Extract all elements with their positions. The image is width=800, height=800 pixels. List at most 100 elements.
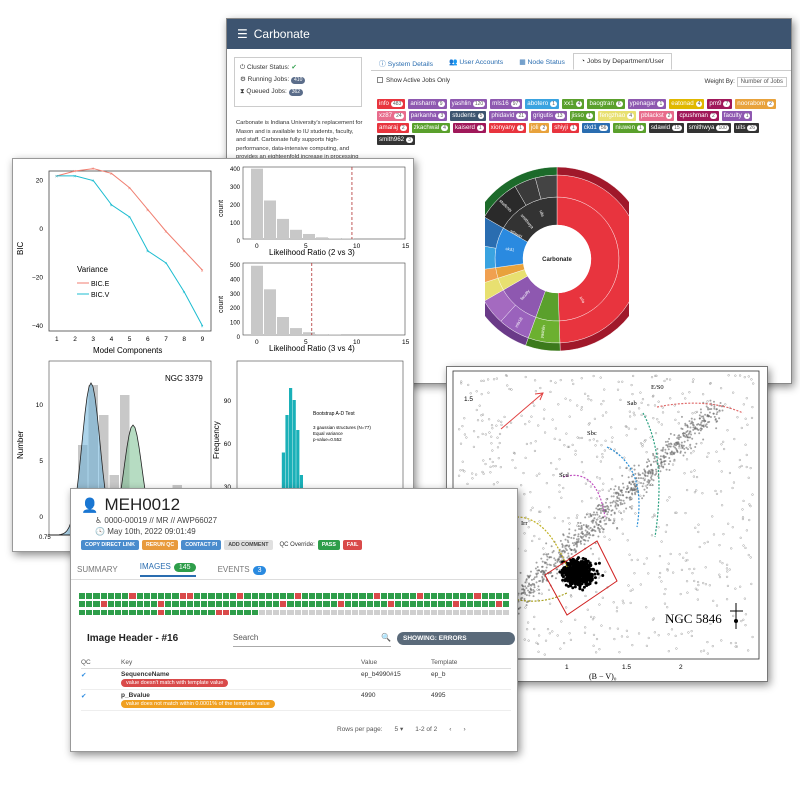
image-status-cell[interactable] bbox=[373, 593, 380, 599]
user-tag[interactable]: ypenagar 1 bbox=[627, 99, 667, 109]
image-status-cell[interactable] bbox=[316, 601, 323, 607]
user-tag[interactable]: parkanha 3 bbox=[408, 111, 448, 121]
image-status-cell[interactable] bbox=[495, 593, 503, 599]
image-status-cell[interactable] bbox=[431, 609, 438, 616]
image-status-cell[interactable] bbox=[107, 593, 114, 599]
image-status-cell[interactable] bbox=[129, 593, 136, 599]
tab-node-status[interactable]: ▦ Node Status bbox=[511, 53, 573, 70]
image-status-cell[interactable] bbox=[424, 601, 431, 607]
table-row[interactable]: ✔ SequenceName value doesn't match with t… bbox=[81, 668, 511, 690]
user-tag[interactable]: xz87 24 bbox=[377, 111, 406, 121]
image-status-cell[interactable] bbox=[93, 609, 100, 616]
fail-button[interactable]: FAIL bbox=[342, 540, 363, 550]
image-status-cell[interactable] bbox=[287, 593, 294, 599]
image-status-cell[interactable] bbox=[438, 593, 445, 599]
image-status-cell[interactable] bbox=[150, 593, 158, 599]
image-status-cell[interactable] bbox=[431, 593, 438, 599]
next-page-icon[interactable]: › bbox=[463, 725, 466, 733]
image-status-cell[interactable] bbox=[107, 601, 114, 607]
image-status-cell[interactable] bbox=[194, 609, 201, 616]
image-status-cell[interactable] bbox=[309, 609, 316, 616]
image-status-cell[interactable] bbox=[229, 593, 237, 599]
tab-images[interactable]: IMAGES 145 bbox=[139, 562, 196, 577]
image-status-cell[interactable] bbox=[352, 601, 359, 607]
image-status-cell[interactable] bbox=[158, 609, 165, 616]
image-status-cell[interactable] bbox=[330, 609, 337, 616]
user-tag[interactable]: niuwen 1 bbox=[613, 123, 646, 133]
image-status-cell[interactable] bbox=[359, 601, 366, 607]
image-status-cell[interactable] bbox=[467, 593, 474, 599]
image-status-cell[interactable] bbox=[265, 593, 273, 599]
image-status-cell[interactable] bbox=[100, 601, 107, 607]
image-status-cell[interactable] bbox=[373, 609, 380, 616]
image-status-cell[interactable] bbox=[294, 593, 301, 599]
image-status-cell[interactable] bbox=[122, 593, 129, 599]
image-status-cell[interactable] bbox=[445, 609, 452, 616]
image-status-cell[interactable] bbox=[237, 609, 244, 616]
image-status-cell[interactable] bbox=[424, 593, 431, 599]
image-status-cell[interactable] bbox=[100, 609, 107, 616]
image-status-cell[interactable] bbox=[122, 609, 129, 616]
add-comment-button[interactable]: ADD COMMENT bbox=[224, 540, 273, 550]
image-status-cell[interactable] bbox=[179, 601, 186, 607]
image-status-cell[interactable] bbox=[244, 593, 251, 599]
image-status-cell[interactable] bbox=[222, 601, 229, 607]
user-tag[interactable]: kaiserd 1 bbox=[452, 123, 486, 133]
image-status-cell[interactable] bbox=[488, 601, 495, 607]
image-status-cell[interactable] bbox=[114, 593, 122, 599]
image-status-cell[interactable] bbox=[366, 601, 373, 607]
image-status-cell[interactable] bbox=[237, 593, 244, 599]
image-status-cell[interactable] bbox=[416, 609, 423, 616]
image-status-cell[interactable] bbox=[452, 601, 459, 607]
image-status-cell[interactable] bbox=[273, 609, 280, 616]
image-status-cell[interactable] bbox=[287, 609, 294, 616]
image-status-cell[interactable] bbox=[388, 601, 395, 607]
image-status-cell[interactable] bbox=[445, 593, 452, 599]
image-status-cell[interactable] bbox=[352, 609, 359, 616]
image-status-cell[interactable] bbox=[179, 593, 186, 599]
tab-user-accounts[interactable]: 👥 User Accounts bbox=[441, 53, 511, 70]
user-tag[interactable]: mls16 97 bbox=[490, 99, 523, 109]
user-tag[interactable]: smithwya 100 bbox=[686, 123, 731, 133]
image-status-cell[interactable] bbox=[309, 593, 316, 599]
image-status-cell[interactable] bbox=[503, 601, 510, 607]
image-status-cell[interactable] bbox=[194, 601, 201, 607]
image-status-cell[interactable] bbox=[158, 601, 165, 607]
image-status-cell[interactable] bbox=[215, 593, 222, 599]
image-status-cell[interactable] bbox=[474, 593, 481, 599]
user-tag[interactable]: xx1 4 bbox=[562, 99, 585, 109]
image-status-cell[interactable] bbox=[273, 593, 280, 599]
image-status-cell[interactable] bbox=[344, 601, 352, 607]
image-status-cell[interactable] bbox=[323, 601, 330, 607]
image-status-cell[interactable] bbox=[107, 609, 114, 616]
user-tag[interactable]: smith962 3 bbox=[377, 135, 415, 145]
image-status-cell[interactable] bbox=[380, 609, 388, 616]
image-status-cell[interactable] bbox=[114, 609, 122, 616]
image-status-cell[interactable] bbox=[251, 609, 258, 616]
image-status-cell[interactable] bbox=[93, 601, 100, 607]
image-status-cell[interactable] bbox=[503, 609, 510, 616]
image-status-cell[interactable] bbox=[79, 609, 86, 616]
image-status-cell[interactable] bbox=[301, 601, 308, 607]
image-status-cell[interactable] bbox=[416, 593, 423, 599]
image-status-cell[interactable] bbox=[215, 609, 222, 616]
image-status-cell[interactable] bbox=[409, 593, 416, 599]
user-tag[interactable]: grigutis 13 bbox=[531, 111, 567, 121]
image-status-cell[interactable] bbox=[481, 609, 488, 616]
weight-by-select[interactable]: Number of Jobs bbox=[736, 77, 787, 87]
image-status-cell[interactable] bbox=[459, 601, 467, 607]
image-status-cell[interactable] bbox=[229, 601, 237, 607]
image-status-cell[interactable] bbox=[380, 593, 388, 599]
image-status-cell[interactable] bbox=[265, 609, 273, 616]
image-status-cell[interactable] bbox=[222, 609, 229, 616]
show-active-checkbox[interactable]: Show Active Jobs Only bbox=[377, 77, 450, 87]
image-status-cell[interactable] bbox=[93, 593, 100, 599]
image-status-cell[interactable] bbox=[194, 593, 201, 599]
showing-filter-chip[interactable]: SHOWING: ERRORS bbox=[397, 632, 515, 645]
image-status-cell[interactable] bbox=[495, 601, 503, 607]
image-status-cell[interactable] bbox=[330, 601, 337, 607]
user-tag[interactable]: xionyany 1 bbox=[488, 123, 526, 133]
image-status-cell[interactable] bbox=[452, 593, 459, 599]
image-status-cell[interactable] bbox=[186, 601, 193, 607]
user-tag[interactable]: students 5 bbox=[450, 111, 487, 121]
